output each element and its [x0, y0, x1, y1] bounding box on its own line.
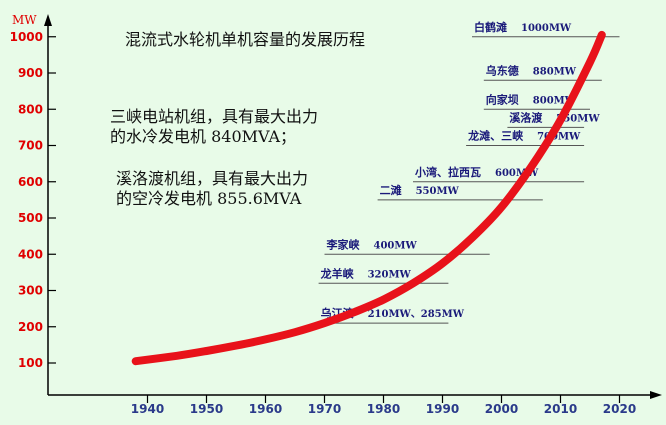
y-ticks: 100 200 300 400 500 600 700 800 900 1000	[10, 30, 56, 370]
annotation-label: 溪洛渡 750MW	[509, 110, 600, 124]
x-tick-label: 1980	[367, 402, 400, 416]
note-1-line-2: 的水冷发电机 840MVA；	[110, 127, 296, 146]
note-1-line-1: 三峡电站机组，具有最大出力	[110, 107, 318, 126]
annotation-capacity: 400MW	[374, 240, 418, 251]
annotation-capacity: 800MW	[533, 95, 577, 106]
annotation-label: 二滩 550MW	[380, 183, 460, 197]
capacity-curve	[131, 30, 606, 366]
x-tick-label: 2020	[603, 402, 636, 416]
x-tick-label: 2010	[544, 402, 577, 416]
note-2-line-1: 溪洛渡机组，具有最大出力	[116, 169, 308, 188]
annotation-label: 向家坝 800MW	[486, 92, 577, 106]
annotation-label: 小湾、拉西瓦 600MW	[414, 165, 539, 179]
annotation-capacity: 210MW、285MW	[368, 309, 465, 320]
annotation-capacity: 600MW	[495, 168, 539, 179]
annotation-plant: 龙羊峡	[320, 266, 355, 280]
y-tick-label: 600	[18, 175, 43, 189]
note-2-line-2: 的空冷发电机 855.6MVA	[116, 189, 302, 208]
x-tick-label: 1960	[249, 402, 282, 416]
annotation-plant: 李家峡	[326, 237, 361, 251]
annotation-capacity: 1000MW	[521, 23, 572, 34]
annotation-label: 白鹤滩 1000MW	[474, 20, 572, 34]
y-tick-label: 400	[18, 247, 43, 261]
annotation-plant: 小湾、拉西瓦	[414, 165, 481, 179]
y-tick-label: 800	[18, 102, 43, 116]
y-axis-unit: MW	[12, 13, 37, 27]
x-tick-label: 2000	[485, 402, 518, 416]
x-tick-label: 1940	[131, 402, 164, 416]
y-tick-label: 300	[18, 284, 43, 298]
annotation-label: 李家峡 400MW	[326, 237, 418, 251]
y-tick-label: 100	[18, 356, 43, 370]
x-tick-label: 1990	[426, 402, 459, 416]
plant-annotations: 白鹤滩 1000MW 乌东德 880MW 向家坝 800MW 溪洛渡 750MW 龙滩、三峡 70…	[318, 20, 620, 324]
annotation-plant: 溪洛渡	[509, 110, 543, 124]
x-tick-label: 1970	[308, 402, 341, 416]
y-tick-label: 900	[18, 66, 43, 80]
annotation-capacity: 700MW	[537, 132, 581, 143]
annotation-capacity: 550MW	[416, 186, 460, 197]
annotation-capacity: 880MW	[533, 66, 577, 77]
annotation-plant: 白鹤滩	[474, 20, 507, 34]
annotation-label: 乌东德 880MW	[486, 63, 577, 77]
annotation-capacity: 750MW	[556, 113, 600, 124]
y-tick-label: 700	[18, 139, 43, 153]
annotation-capacity: 320MW	[368, 269, 412, 280]
chart-title: 混流式水轮机单机容量的发展历程	[125, 30, 365, 49]
y-tick-label: 200	[18, 320, 43, 334]
y-tick-label: 500	[18, 211, 43, 225]
annotation-label: 龙羊峡 320MW	[320, 266, 412, 280]
y-axis-arrow-icon	[44, 14, 52, 26]
annotation-label: 龙滩、三峡 700MW	[467, 129, 581, 143]
y-tick-label: 1000	[10, 30, 43, 44]
annotation-plant: 向家坝	[486, 92, 519, 106]
x-tick-label: 1950	[190, 402, 223, 416]
x-ticks: 1940 1950 1960 1970 1980 1990 2000 2010 2020	[131, 395, 636, 416]
x-axis-arrow-icon	[650, 391, 662, 399]
annotation-plant: 二滩	[380, 183, 402, 197]
annotation-plant: 乌东德	[486, 63, 519, 77]
annotation-plant: 龙滩、三峡	[467, 129, 524, 143]
